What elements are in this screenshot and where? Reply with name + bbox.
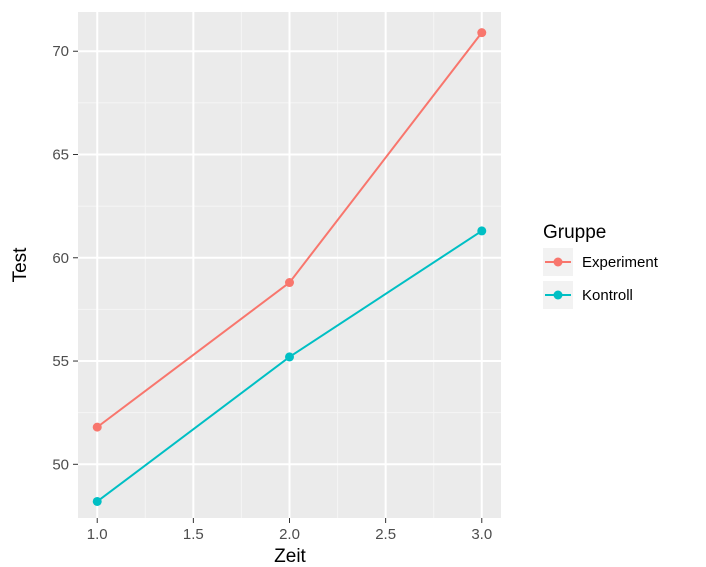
legend-marker-experiment	[554, 258, 563, 267]
y-axis-title: Test	[10, 247, 31, 283]
x-axis-title: Zeit	[274, 546, 306, 567]
legend-title: Gruppe	[543, 222, 606, 243]
data-point-experiment	[285, 278, 294, 287]
data-point-experiment	[93, 423, 102, 432]
data-point-kontroll	[93, 497, 102, 506]
x-tick-label: 2.5	[375, 526, 396, 543]
x-tick-label: 1.0	[87, 526, 108, 543]
y-tick-label: 55	[52, 353, 69, 370]
data-point-kontroll	[477, 226, 486, 235]
legend-label-kontroll: Kontroll	[582, 287, 633, 304]
legend-label-experiment: Experiment	[582, 254, 659, 271]
x-axis: 1.0 1.5 2.0 2.5 3.0	[87, 518, 492, 543]
x-tick-label: 2.0	[279, 526, 300, 543]
y-tick-label: 50	[52, 456, 69, 473]
legend: Gruppe Experiment Kontroll	[543, 222, 659, 309]
y-axis: 50 55 60 65 70	[52, 43, 78, 473]
y-tick-label: 70	[52, 43, 69, 60]
data-point-kontroll	[285, 352, 294, 361]
data-point-experiment	[477, 28, 486, 37]
x-tick-label: 3.0	[471, 526, 492, 543]
x-tick-label: 1.5	[183, 526, 204, 543]
y-tick-label: 65	[52, 147, 69, 164]
y-tick-label: 60	[52, 250, 69, 267]
legend-marker-kontroll	[554, 291, 563, 300]
